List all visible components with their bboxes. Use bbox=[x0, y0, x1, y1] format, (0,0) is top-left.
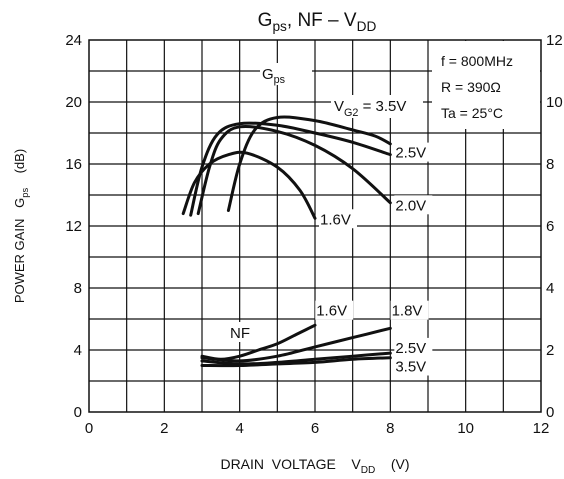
curve-label: 2.0V bbox=[395, 197, 426, 214]
plot-frame bbox=[88, 39, 542, 413]
x-tick-label: 4 bbox=[235, 420, 243, 437]
y-right-tick-label: 10 bbox=[546, 94, 563, 111]
x-axis-label-unit: (V) bbox=[375, 456, 409, 472]
y-left-tick-label: 16 bbox=[65, 156, 82, 173]
y-left-tick-label: 4 bbox=[74, 342, 82, 359]
x-tick-labels: 0 2 4 6 8 10 12 bbox=[85, 420, 550, 437]
y-right-tick-label: 0 bbox=[546, 404, 554, 421]
y-left-tick-label: 0 bbox=[74, 404, 82, 421]
y-axis-label-unit: (dB) bbox=[12, 149, 27, 188]
vg2-label-value: = 3.5V bbox=[358, 98, 406, 115]
y-axis-label: POWER GAIN Gps (dB) bbox=[12, 149, 30, 303]
chart-title: Gps, NF – VDD bbox=[258, 10, 377, 34]
curve-label: 2.5V bbox=[395, 145, 426, 162]
y-left-tick-label: 20 bbox=[65, 94, 82, 111]
x-tick-label: 2 bbox=[160, 420, 168, 437]
x-axis-label-sub: DD bbox=[361, 465, 376, 476]
y-axis-label-sub: ps bbox=[20, 188, 30, 198]
gps-series-line-1-6v bbox=[181, 150, 317, 220]
curve-label: 3.5V bbox=[395, 359, 426, 376]
y-axis-label-main: POWER GAIN G bbox=[12, 198, 27, 303]
title-part-2: ps bbox=[272, 19, 287, 34]
title-part-3: , NF – V bbox=[287, 10, 357, 31]
nf-series-line-3-5v bbox=[200, 356, 392, 368]
title-part-4: DD bbox=[357, 19, 377, 34]
x-tick-label: 8 bbox=[386, 420, 394, 437]
y-right-tick-label: 6 bbox=[546, 218, 554, 235]
x-tick-label: 10 bbox=[457, 420, 474, 437]
curve-label-bg bbox=[394, 337, 433, 357]
curve-label-bg bbox=[390, 300, 429, 320]
curve-label-bg bbox=[394, 142, 433, 162]
x-tick-label: 6 bbox=[311, 420, 319, 437]
y-left-tick-label: 12 bbox=[65, 218, 82, 235]
curve-label: 2.5V bbox=[395, 340, 426, 357]
nf-label-bg bbox=[228, 322, 256, 342]
gps-label-bg bbox=[260, 63, 312, 85]
curve-label: 1.6V bbox=[316, 303, 347, 320]
y-left-tick-label: 24 bbox=[65, 32, 82, 49]
vg2-label-sub: G2 bbox=[344, 107, 358, 119]
vg2-label-bg bbox=[331, 95, 423, 118]
curve-label-bg bbox=[394, 195, 433, 215]
y-left-tick-label: 8 bbox=[74, 280, 82, 297]
y-right-tick-label: 12 bbox=[546, 32, 563, 49]
x-tick-label: 0 bbox=[85, 420, 93, 437]
y-right-tick-label: 4 bbox=[546, 280, 554, 297]
condition-temperature: Ta = 25°C bbox=[441, 105, 503, 121]
gps-group-label: Gps bbox=[262, 66, 286, 86]
gps-series-line-3-5v bbox=[226, 115, 392, 212]
curve-labels: 2.5V 2.0V 1.6V 1.6V 1.8V 2.5V 3.5V bbox=[315, 142, 433, 376]
gps-group-label-main: G bbox=[262, 66, 274, 83]
vg2-3-5v-label: VG2 = 3.5V bbox=[334, 98, 406, 119]
y-right-tick-label: 2 bbox=[546, 342, 554, 359]
nf-group-label: NF bbox=[230, 325, 250, 342]
gps-series-line-2-5v bbox=[189, 121, 392, 217]
title-part-1: G bbox=[258, 10, 273, 31]
nf-series-line-2-5v bbox=[200, 351, 392, 366]
vg2-label-v: V bbox=[334, 98, 344, 115]
y-right-tick-label: 8 bbox=[546, 156, 554, 173]
curve-label-bg bbox=[319, 209, 357, 229]
curve-label: 1.8V bbox=[392, 303, 423, 320]
gps-group-label-sub: ps bbox=[274, 74, 286, 86]
conditions-box bbox=[432, 41, 540, 129]
curve-label: 1.6V bbox=[320, 211, 351, 228]
series-lines bbox=[181, 115, 392, 368]
condition-resistance: R = 390Ω bbox=[441, 79, 501, 95]
curve-label-bg bbox=[315, 300, 354, 320]
condition-frequency: f = 800MHz bbox=[441, 53, 513, 69]
y-left-tick-labels: 0 4 8 12 16 20 24 bbox=[65, 32, 82, 421]
grid-lines bbox=[89, 40, 541, 412]
y-right-tick-labels: 0 2 4 6 8 10 12 bbox=[546, 32, 563, 421]
nf-series-line-1-8v bbox=[200, 326, 392, 363]
x-axis-label: DRAIN VOLTAGE VDD (V) bbox=[220, 456, 409, 476]
x-tick-label: 12 bbox=[533, 420, 550, 437]
x-axis-label-main: DRAIN VOLTAGE V bbox=[220, 456, 361, 472]
curve-label-bg bbox=[394, 356, 433, 376]
